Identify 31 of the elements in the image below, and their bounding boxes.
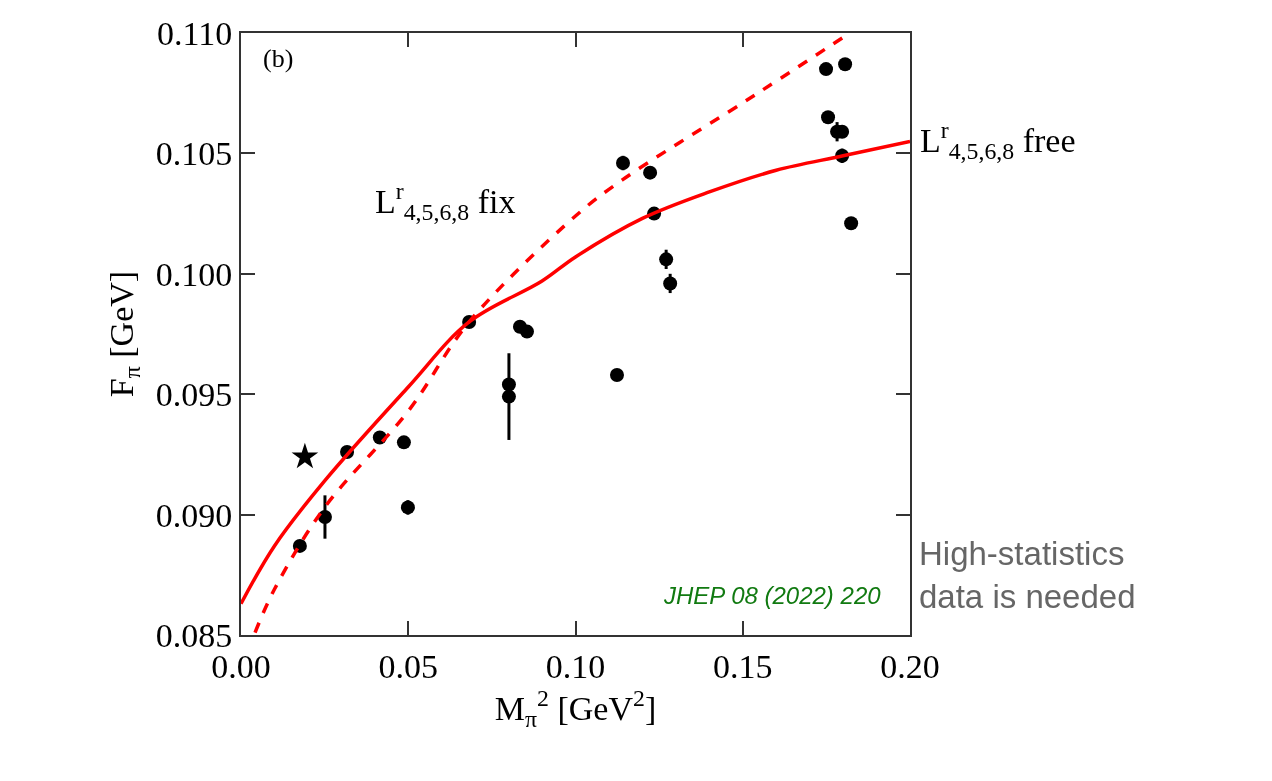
y-tick-label: 0.100 [155,255,233,293]
x-axis-title: M$_{π}$$^{2}$ [GeV$^{2}$] [494,684,657,733]
annotation: L$^{r}$$_{4,5,6,8}$ fix [375,178,516,226]
text: L$^{r}$$_{4,5,6,8}$ free [920,117,1076,165]
y-tick-label: 0.090 [155,496,233,534]
x-tick-label: 0.05 [378,647,438,685]
point [659,252,674,267]
point [838,57,853,72]
y-tick-label: 0.110 [156,14,233,52]
point [501,377,516,392]
x-tick-label: 0.20 [880,647,940,685]
point [396,435,411,450]
point [609,367,624,382]
annotation: JHEP 08 (2022) 220 [663,582,882,609]
y-tick-label: 0.095 [155,376,233,414]
annotation: (b) [263,44,294,73]
point [292,538,307,553]
point [663,276,678,291]
point [291,442,319,469]
point [643,165,658,180]
x-tick-label: 0.10 [545,647,606,685]
point [520,324,534,339]
point [819,62,834,77]
point [501,389,516,404]
point [844,216,859,231]
point [317,510,332,524]
point [400,500,415,515]
y-tick-label: 0.105 [155,135,233,173]
x-tick-label: 0.15 [713,647,773,685]
point [821,110,836,125]
text: High-statistics data is needed [919,535,1136,615]
